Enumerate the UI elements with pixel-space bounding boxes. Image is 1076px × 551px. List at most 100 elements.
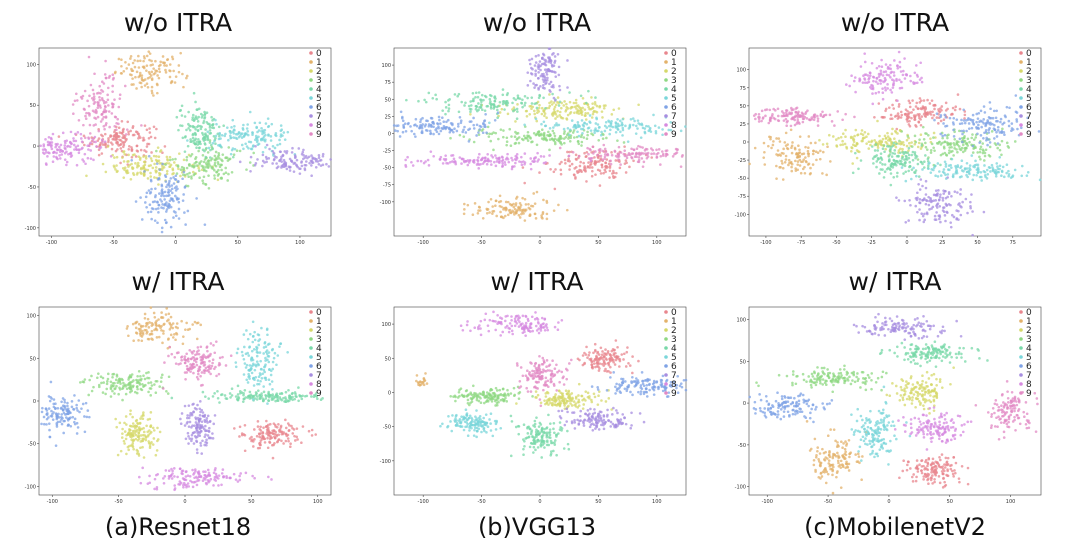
point-class-7 (537, 71, 540, 74)
point-class-4 (871, 157, 875, 160)
point-class-2 (152, 154, 156, 158)
point-class-6 (1026, 116, 1029, 120)
point-class-5 (645, 124, 648, 128)
point-class-3 (203, 168, 206, 171)
point-class-9 (105, 121, 108, 125)
point-class-7 (914, 204, 918, 208)
point-class-2 (141, 413, 145, 416)
point-class-5 (282, 131, 286, 134)
point-class-9 (623, 154, 627, 158)
point-class-2 (137, 431, 141, 434)
point-class-4 (893, 152, 897, 155)
point-class-3 (943, 140, 947, 144)
point-class-0 (608, 169, 612, 173)
point-class-7 (970, 193, 973, 196)
point-class-4 (883, 170, 887, 174)
point-class-4 (515, 107, 519, 111)
point-class-8 (871, 87, 875, 91)
point-class-8 (100, 138, 104, 142)
point-class-6 (174, 214, 178, 218)
point-class-4 (211, 147, 214, 150)
point-class-5 (270, 380, 274, 383)
point-class-0 (279, 424, 283, 428)
point-class-1 (163, 64, 166, 67)
point-class-2 (865, 135, 868, 139)
point-class-1 (171, 336, 175, 339)
point-class-3 (193, 172, 197, 175)
point-class-7 (329, 158, 332, 161)
point-class-2 (860, 139, 864, 143)
point-class-0 (579, 160, 582, 164)
point-class-5 (594, 122, 598, 125)
point-class-2 (550, 103, 554, 106)
point-class-0 (625, 161, 628, 165)
point-class-2 (566, 113, 570, 117)
point-class-0 (608, 176, 611, 179)
point-class-1 (185, 76, 188, 80)
point-class-2 (197, 166, 201, 170)
point-class-5 (657, 126, 661, 129)
point-class-4 (887, 145, 891, 148)
point-class-8 (65, 163, 68, 167)
point-class-6 (976, 132, 979, 136)
point-class-8 (898, 65, 902, 69)
point-class-4 (857, 167, 860, 171)
point-class-2 (134, 419, 138, 423)
point-class-6 (425, 119, 428, 123)
point-class-7 (293, 161, 297, 165)
point-class-4 (907, 153, 911, 157)
point-class-3 (188, 171, 191, 175)
point-class-0 (134, 155, 138, 158)
point-class-4 (267, 395, 271, 399)
point-class-4 (208, 126, 212, 129)
point-class-6 (971, 118, 975, 122)
point-class-5 (960, 159, 964, 163)
point-class-4 (511, 101, 514, 105)
point-class-7 (314, 159, 318, 163)
point-class-5 (1025, 174, 1029, 177)
point-class-7 (548, 59, 551, 62)
point-class-5 (620, 121, 624, 125)
point-class-8 (866, 81, 869, 84)
point-class-9 (103, 73, 107, 76)
point-class-2 (542, 110, 546, 113)
point-class-0 (611, 172, 614, 175)
point-class-5 (1002, 175, 1006, 179)
point-class-9 (123, 84, 127, 88)
point-class-9 (812, 113, 816, 117)
point-class-3 (502, 129, 505, 132)
point-class-9 (571, 150, 575, 154)
point-class-1 (491, 212, 494, 215)
point-class-8 (882, 70, 886, 74)
point-class-6 (982, 136, 985, 140)
point-class-3 (190, 177, 193, 180)
point-class-5 (246, 130, 250, 133)
point-class-6 (1002, 121, 1006, 125)
point-class-2 (137, 427, 141, 431)
point-class-9 (780, 110, 784, 113)
point-class-5 (243, 133, 247, 136)
point-class-8 (882, 80, 885, 84)
point-class-1 (140, 85, 143, 89)
point-class-3 (900, 130, 904, 133)
point-class-5 (264, 122, 268, 125)
point-class-4 (475, 105, 478, 108)
point-class-3 (925, 148, 929, 151)
point-class-8 (51, 160, 55, 163)
point-class-7 (937, 198, 941, 202)
point-class-9 (92, 95, 96, 98)
point-class-7 (539, 68, 542, 72)
point-class-1 (134, 75, 137, 79)
point-class-2 (115, 164, 118, 167)
point-class-8 (64, 147, 67, 151)
point-class-9 (91, 88, 95, 92)
point-class-8 (58, 145, 61, 149)
point-class-2 (568, 100, 572, 104)
point-class-1 (133, 59, 136, 62)
point-class-6 (943, 113, 947, 117)
point-class-7 (302, 154, 305, 157)
point-class-7 (249, 169, 252, 173)
point-class-6 (432, 125, 435, 129)
point-class-4 (899, 162, 903, 165)
point-class-3 (590, 132, 593, 135)
